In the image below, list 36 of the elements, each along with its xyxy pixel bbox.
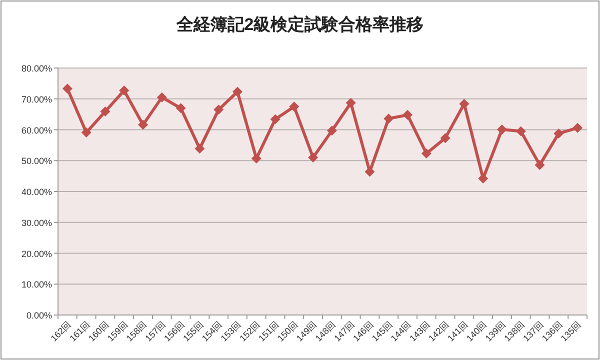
point (440, 133, 450, 144)
y-tick-label: 0.00% (26, 310, 52, 320)
point (289, 102, 300, 112)
point (554, 128, 564, 138)
point (384, 114, 394, 124)
y-tick-label: 70.00% (21, 94, 52, 104)
chart-title: 全経簿記2級検定試験合格率推移 (175, 15, 424, 34)
point (81, 128, 92, 138)
point (194, 144, 205, 154)
point (572, 122, 583, 133)
y-tick-label: 80.00% (21, 64, 52, 74)
point (62, 84, 72, 94)
point (138, 120, 148, 130)
point (100, 106, 110, 117)
point (232, 86, 242, 97)
point (534, 160, 545, 170)
point (516, 126, 526, 136)
y-tick-label: 30.00% (21, 218, 52, 228)
point (346, 98, 356, 108)
point (459, 98, 470, 109)
y-tick-label: 40.00% (21, 187, 52, 197)
point (214, 104, 224, 115)
y-tick-label: 50.00% (21, 156, 52, 166)
point (270, 114, 280, 124)
y-tick-label: 20.00% (21, 248, 52, 259)
point (176, 103, 186, 114)
point (496, 124, 507, 134)
point (308, 152, 318, 163)
point (421, 148, 432, 159)
point (156, 92, 167, 102)
point (119, 86, 130, 96)
y-tick-label: 10.00% (21, 280, 52, 290)
point (402, 110, 413, 120)
point (326, 126, 337, 136)
point (251, 153, 262, 164)
y-tick-label: 60.00% (21, 125, 52, 136)
